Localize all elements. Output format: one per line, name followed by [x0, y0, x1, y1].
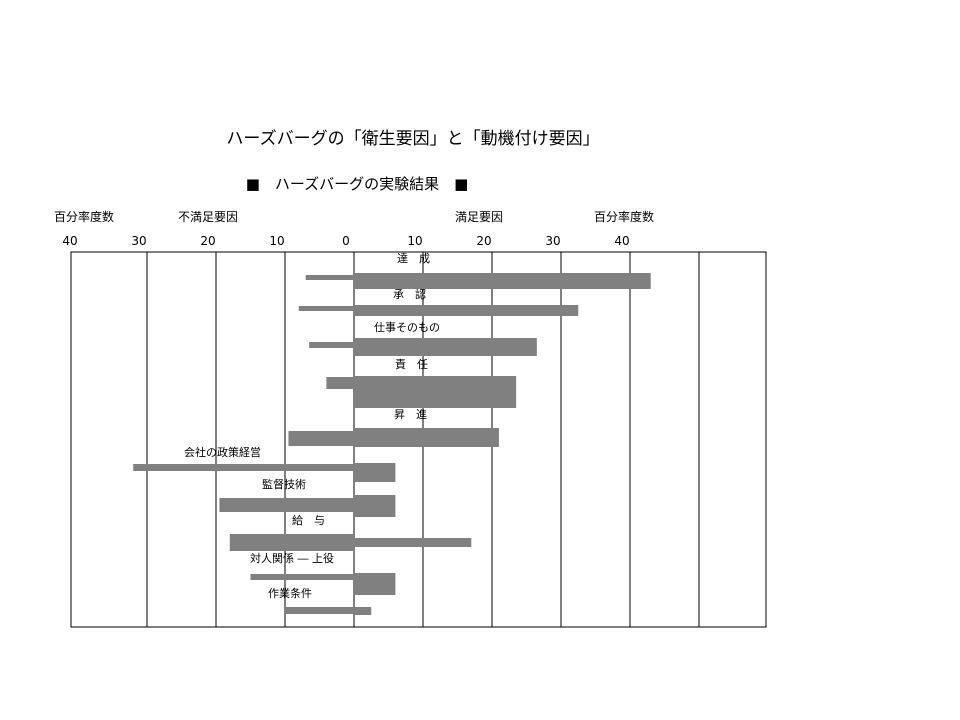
- x-tick-label: 20: [200, 234, 215, 248]
- category-label: 承 認: [393, 287, 426, 301]
- satisfaction-bar: [354, 607, 372, 615]
- satisfaction-bar: [354, 305, 579, 316]
- satisfaction-bar: [354, 338, 537, 356]
- category-label: 監督技術: [262, 477, 306, 491]
- dissatisfaction-bar: [219, 498, 354, 512]
- satisfaction-bar: [354, 538, 472, 547]
- satisfaction-bar: [354, 463, 396, 482]
- category-label: 仕事そのもの: [374, 321, 440, 334]
- category-label: 作業条件: [268, 586, 312, 600]
- dissatisfaction-bar: [285, 607, 354, 614]
- satisfaction-bar: [354, 573, 396, 595]
- dissatisfaction-bar: [250, 574, 354, 580]
- x-tick-label: 30: [545, 234, 560, 248]
- right-frequency-header: 百分率度数: [594, 210, 655, 224]
- satisfaction-bar: [354, 495, 396, 517]
- dissatisfaction-bar: [309, 342, 354, 348]
- x-tick-label: 40: [614, 234, 629, 248]
- dissatisfaction-bar: [288, 431, 354, 446]
- dissatisfaction-bar: [305, 275, 354, 280]
- x-tick-label: 30: [131, 234, 146, 248]
- dissatisfaction-bar: [133, 464, 354, 471]
- chart-subtitle: ■ ハーズバーグの実験結果 ■: [245, 175, 469, 193]
- plot-frame: [70, 251, 767, 628]
- x-tick-label: 0: [342, 234, 350, 248]
- left-frequency-header: 百分率度数: [54, 210, 115, 224]
- category-label: 責 任: [395, 357, 428, 371]
- category-label: 昇 進: [394, 408, 427, 421]
- dissatisfaction-bar: [298, 306, 354, 311]
- x-tick-label: 10: [407, 234, 422, 248]
- category-label: 対人関係 ― 上役: [250, 551, 334, 565]
- chart-title: ハーズバーグの「衛生要因」と「動機付け要因」: [226, 129, 600, 149]
- dissatisfaction-factor-header: 不満足要因: [178, 210, 239, 224]
- x-tick-label: 10: [269, 234, 284, 248]
- satisfaction-bar: [354, 273, 651, 289]
- satisfaction-factor-header: 満足要因: [455, 210, 504, 224]
- x-tick-label: 40: [62, 234, 77, 248]
- category-label: 会社の政策経営: [184, 445, 261, 459]
- dissatisfaction-bar: [229, 534, 354, 551]
- category-label: 達 成: [397, 252, 430, 265]
- satisfaction-bar: [354, 428, 499, 447]
- category-label: 給 与: [292, 513, 325, 527]
- x-tick-label: 20: [476, 234, 491, 248]
- satisfaction-bar: [354, 376, 517, 408]
- dissatisfaction-bar: [326, 377, 354, 389]
